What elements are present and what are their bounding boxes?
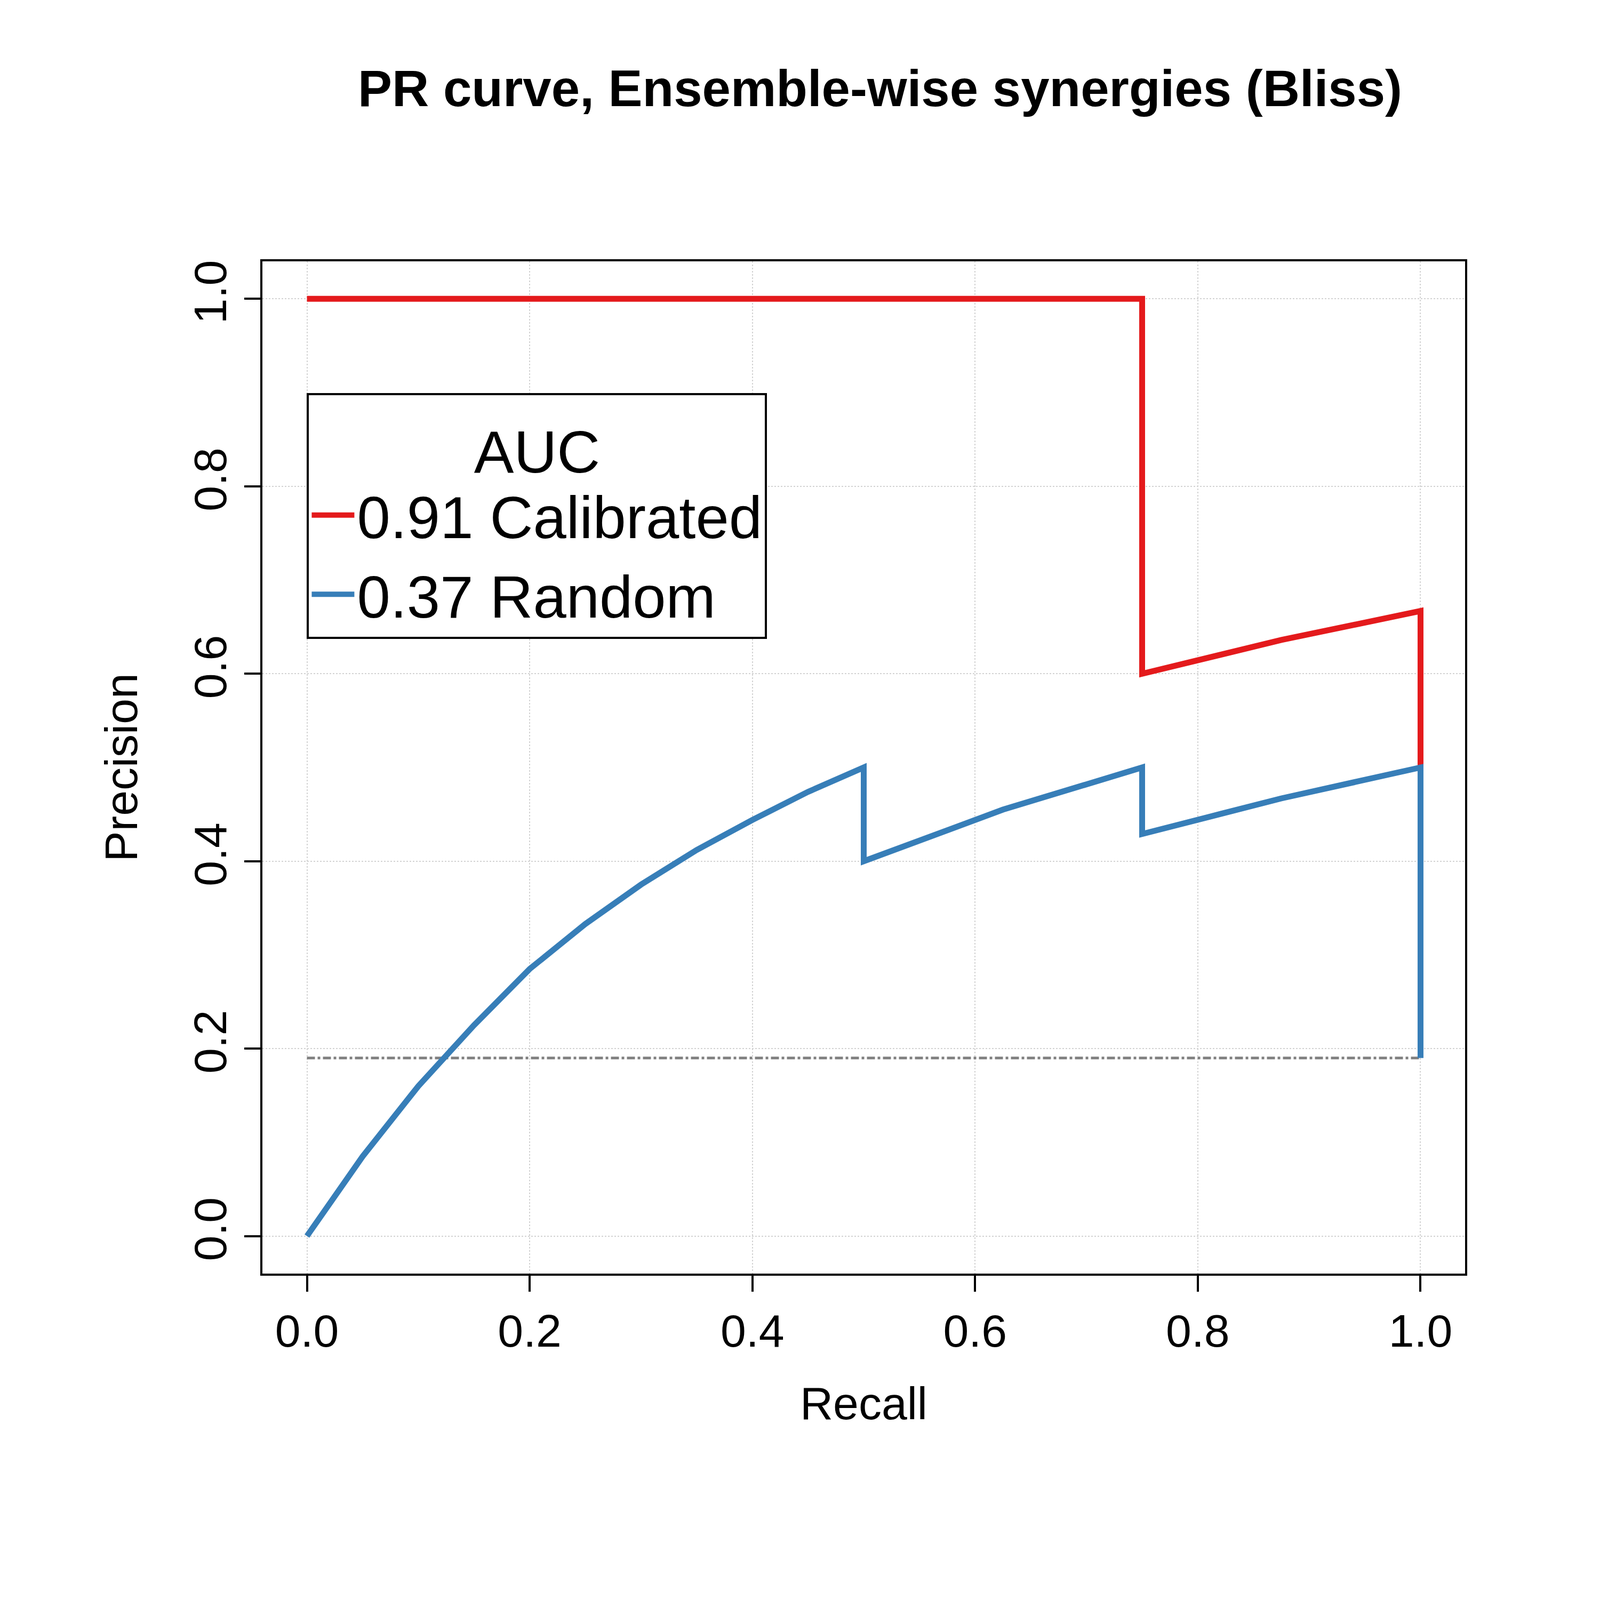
svg-text:Recall: Recall (800, 1377, 928, 1429)
svg-text:0.4: 0.4 (720, 1305, 785, 1357)
svg-text:1.0: 1.0 (184, 260, 236, 325)
svg-text:0.6: 0.6 (184, 635, 236, 700)
svg-text:PR curve, Ensemble-wise synerg: PR curve, Ensemble-wise synergies (Bliss… (357, 59, 1403, 117)
svg-text:0.2: 0.2 (497, 1305, 562, 1357)
svg-text:1.0: 1.0 (1388, 1305, 1453, 1357)
svg-text:0.8: 0.8 (184, 447, 236, 512)
svg-text:0.4: 0.4 (184, 822, 236, 887)
svg-text:0.0: 0.0 (275, 1305, 340, 1357)
svg-text:AUC: AUC (474, 418, 600, 486)
svg-text:0.8: 0.8 (1165, 1305, 1230, 1357)
svg-text:0.91 Calibrated: 0.91 Calibrated (356, 484, 763, 551)
svg-text:0.37 Random: 0.37 Random (356, 563, 716, 631)
svg-text:Precision: Precision (95, 673, 147, 862)
svg-text:0.0: 0.0 (184, 1197, 236, 1262)
svg-text:0.2: 0.2 (184, 1010, 236, 1075)
svg-text:0.6: 0.6 (943, 1305, 1008, 1357)
